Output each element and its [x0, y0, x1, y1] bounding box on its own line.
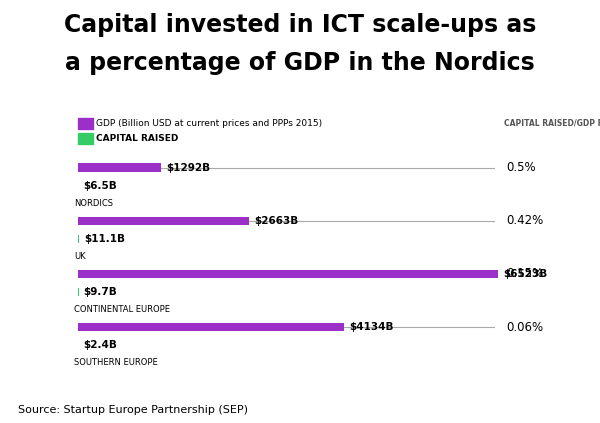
- Bar: [78, 235, 79, 243]
- Bar: [78, 270, 498, 278]
- Text: $11.1B: $11.1B: [84, 234, 125, 244]
- Text: a percentage of GDP in the Nordics: a percentage of GDP in the Nordics: [65, 51, 535, 75]
- Text: CAPITAL RAISED/GDP RATE: CAPITAL RAISED/GDP RATE: [504, 118, 600, 127]
- Bar: [78, 323, 344, 331]
- Text: NORDICS: NORDICS: [74, 199, 113, 208]
- Text: $6.5B: $6.5B: [83, 181, 117, 191]
- Text: CAPITAL RAISED: CAPITAL RAISED: [96, 134, 178, 143]
- Text: CONTINENTAL EUROPE: CONTINENTAL EUROPE: [74, 305, 170, 314]
- Text: 0.15%: 0.15%: [506, 267, 544, 280]
- Text: Capital invested in ICT scale-ups as: Capital invested in ICT scale-ups as: [64, 13, 536, 37]
- Text: $1292B: $1292B: [166, 163, 211, 173]
- Text: $2663B: $2663B: [254, 216, 299, 226]
- Text: Source: Startup Europe Partnership (SEP): Source: Startup Europe Partnership (SEP): [18, 404, 248, 415]
- Text: 0.42%: 0.42%: [506, 214, 544, 228]
- Text: SOUTHERN EUROPE: SOUTHERN EUROPE: [74, 358, 158, 368]
- Text: GDP (Billion USD at current prices and PPPs 2015): GDP (Billion USD at current prices and P…: [96, 119, 322, 128]
- Text: 0.06%: 0.06%: [506, 321, 544, 334]
- Text: $2.4B: $2.4B: [83, 340, 117, 350]
- Bar: [78, 288, 79, 296]
- Text: $6523B: $6523B: [503, 269, 547, 279]
- Text: 0.5%: 0.5%: [506, 161, 536, 174]
- Bar: [78, 164, 161, 172]
- Text: UK: UK: [74, 252, 85, 261]
- Text: $9.7B: $9.7B: [83, 287, 118, 297]
- Text: $4134B: $4134B: [349, 322, 394, 332]
- Bar: [78, 217, 250, 225]
